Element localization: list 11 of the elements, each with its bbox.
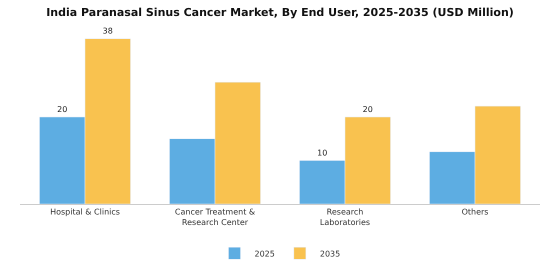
data-label: 38 (102, 26, 113, 36)
x-tick-label: Cancer Treatment & Research Center (174, 208, 256, 227)
x-tick-label: Hospital & Clinics (50, 208, 120, 217)
legend-label: 2035 (320, 249, 340, 258)
data-label: 20 (362, 105, 373, 114)
data-label: 10 (317, 148, 328, 158)
legend-label: 2025 (254, 249, 275, 258)
chart-title: India Paranasal Sinus Cancer Market, By End User, 2025-2035 (USD Million) (46, 6, 514, 20)
x-tick-label: Research Laboratories (320, 208, 370, 227)
data-label: 20 (57, 105, 68, 114)
x-tick-label: Others (462, 208, 488, 217)
